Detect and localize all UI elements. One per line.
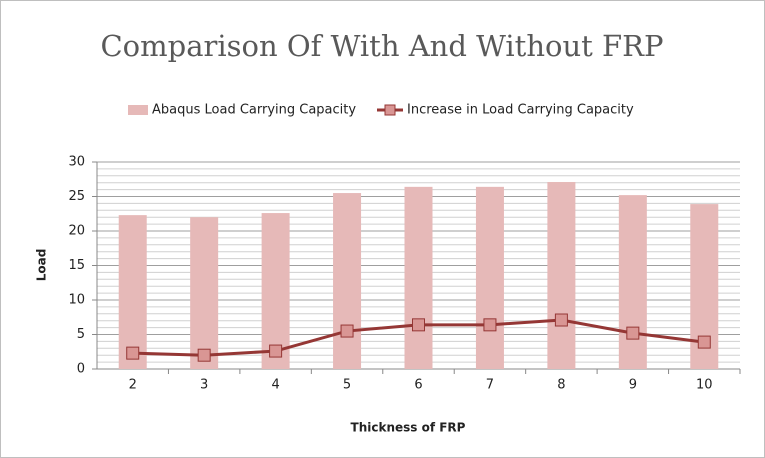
bar	[618, 195, 647, 369]
bar	[404, 186, 433, 369]
marker	[626, 326, 640, 340]
marker	[412, 318, 425, 332]
x-tick-label: 8	[557, 378, 565, 393]
y-tick-label: 25	[68, 189, 85, 204]
y-tick-label: 0	[77, 362, 85, 377]
bar	[118, 215, 147, 369]
y-tick-label: 5	[77, 327, 85, 342]
legend-label: Increase in Load Carrying Capacity	[407, 103, 634, 118]
marker	[340, 324, 354, 338]
x-tick-label: 9	[629, 378, 637, 393]
marker	[269, 344, 283, 358]
x-tick-label: 10	[696, 378, 713, 393]
y-tick-label: 15	[68, 258, 85, 273]
marker	[554, 313, 568, 327]
x-tick-label: 2	[129, 378, 137, 393]
legend-swatch	[128, 105, 148, 115]
legend-swatch-marker	[384, 104, 396, 116]
bar	[261, 213, 290, 369]
legend-label: Abaqus Load Carrying Capacity	[152, 103, 356, 118]
bar	[190, 217, 219, 369]
chart-title: Comparison Of With And Without FRP	[100, 29, 663, 63]
marker	[483, 318, 497, 332]
x-tick-label: 3	[200, 378, 208, 393]
x-axis-title: Thickness of FRP	[351, 421, 466, 435]
x-tick-label: 5	[343, 378, 351, 393]
bar	[333, 193, 362, 369]
x-tick-label: 7	[486, 378, 494, 393]
marker	[697, 335, 711, 349]
y-tick-label: 30	[68, 155, 85, 170]
x-tick-label: 6	[414, 378, 422, 393]
y-tick-label: 20	[68, 224, 85, 239]
bar	[547, 182, 576, 369]
bar	[475, 186, 504, 369]
y-axis-title: Load	[35, 249, 49, 282]
marker	[197, 348, 211, 362]
marker	[126, 346, 140, 360]
y-tick-label: 10	[68, 293, 85, 308]
x-tick-label: 4	[271, 378, 279, 393]
